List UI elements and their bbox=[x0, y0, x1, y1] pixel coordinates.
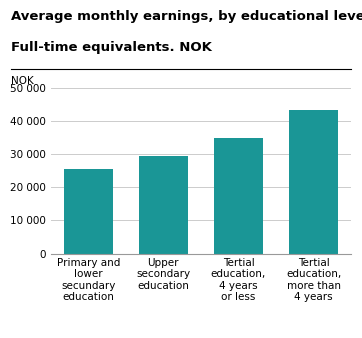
Text: Full-time equivalents. NOK: Full-time equivalents. NOK bbox=[11, 41, 212, 53]
Bar bbox=[64, 169, 113, 254]
Bar bbox=[139, 156, 188, 254]
Text: Average monthly earnings, by educational level.: Average monthly earnings, by educational… bbox=[11, 10, 362, 23]
Text: NOK: NOK bbox=[11, 76, 34, 86]
Bar bbox=[214, 139, 263, 254]
Bar bbox=[289, 110, 338, 254]
